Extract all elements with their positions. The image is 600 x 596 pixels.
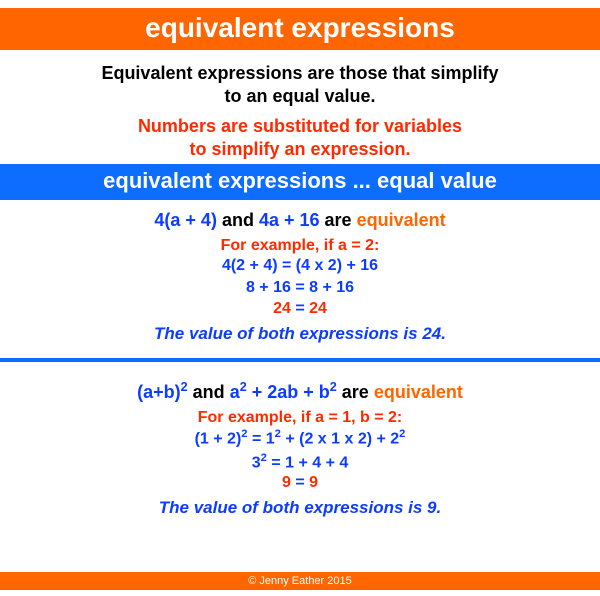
ex2-step1: (1 + 2)2 = 12 + (2 x 1 x 2) + 22 [10,427,590,451]
intro-l2: to an equal value. [224,86,375,106]
copyright: © Jenny Eather 2015 [248,575,352,587]
ex1-step1: 4(2 + 4) = (4 x 2) + 16 [10,255,590,277]
intro-r1: Numbers are substituted for variables [138,116,462,136]
ex1-rhs: 4a + 16 [259,210,320,230]
ex2-for: For example, if a = 1, b = 2: [10,409,590,427]
ex1-for: For example, if a = 2: [10,237,590,255]
intro-r2: to simplify an expression. [189,139,410,159]
ex1-and: and [217,210,259,230]
ex2-lhs: (a+b)2 [137,382,188,402]
ex2-res-l: 9 [282,474,291,491]
ex1-step2: 8 + 16 = 8 + 16 [10,277,590,299]
ex1-expression: 4(a + 4) and 4a + 16 are equivalent [10,210,590,231]
ex2-result: 9 = 9 [10,474,590,492]
subtitle-bar: equivalent expressions ... equal value [0,164,600,200]
ex1-are: are [320,210,357,230]
intro-block: Equivalent expressions are those that si… [0,50,600,164]
ex1-conclusion: The value of both expressions is 24. [10,324,590,344]
ex1-res-eq: = [291,300,309,317]
intro-l1: Equivalent expressions are those that si… [101,63,498,83]
ex2-and: and [188,382,230,402]
intro-black: Equivalent expressions are those that si… [20,62,580,107]
divider [0,358,600,362]
ex2-res-r: 9 [309,474,318,491]
subtitle: equivalent expressions ... equal value [103,168,497,193]
ex2-expression: (a+b)2 and a2 + 2ab + b2 are equivalent [10,380,590,403]
ex1-res-r: 24 [309,300,327,317]
ex1-res-l: 24 [273,300,291,317]
intro-red: Numbers are substituted for variables to… [20,115,580,160]
ex2-are: are [337,382,374,402]
example-2: (a+b)2 and a2 + 2ab + b2 are equivalent … [0,370,600,524]
example-1: 4(a + 4) and 4a + 16 are equivalent For … [0,200,600,350]
ex2-step2: 32 = 1 + 4 + 4 [10,451,590,475]
ex1-lhs: 4(a + 4) [154,210,217,230]
ex1-equiv: equivalent [357,210,446,230]
title-bar: equivalent expressions [0,8,600,50]
page-title: equivalent expressions [145,12,455,43]
ex2-res-eq: = [291,474,309,491]
ex1-result: 24 = 24 [10,300,590,318]
ex2-conclusion: The value of both expressions is 9. [10,498,590,518]
ex2-equiv: equivalent [374,382,463,402]
footer-bar: © Jenny Eather 2015 [0,572,600,590]
ex2-rhs: a2 + 2ab + b2 [230,382,337,402]
